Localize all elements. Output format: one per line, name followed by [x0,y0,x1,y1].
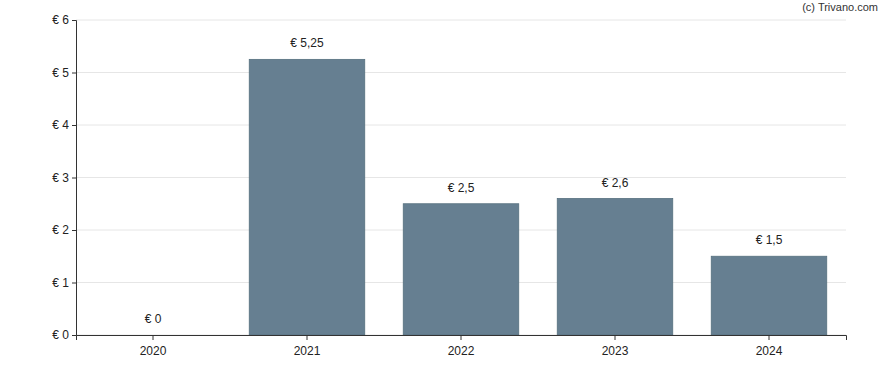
grid-line [76,20,846,21]
data-label: € 1,5 [756,233,783,247]
data-label: € 0 [145,312,162,326]
tick-label: 2023 [602,344,629,358]
tick: € 4 [52,118,76,132]
tick: € 5 [52,66,76,80]
annotation: (c) Trivano.com [802,1,878,13]
tick: 2022 [448,335,475,358]
data-label: € 2,6 [602,176,629,190]
bar [711,256,827,335]
tick: 2023 [602,335,629,358]
grid-line [76,177,846,178]
axis-line [72,21,77,336]
tick-label: € 4 [52,118,69,132]
tick-label: 2020 [140,344,167,358]
tick: € 3 [52,171,76,185]
tick-label: 2024 [756,344,783,358]
tick-label: € 2 [52,223,69,237]
y-axis: € 0 € 1 € 2 € 3 € 4 € 5 € 6 [52,13,76,342]
tick-label: 2021 [294,344,321,358]
x-axis: 2020 2021 2022 2023 2024 [77,335,847,358]
tick-mark [72,335,76,336]
bars [249,59,827,335]
tick: € 1 [52,276,76,290]
tick: € 2 [52,223,76,237]
tick-mark [72,73,76,74]
bar [249,59,365,335]
tick-mark [615,335,616,340]
tick-label: € 5 [52,66,69,80]
data-label: € 5,25 [290,36,324,50]
tick: 2024 [756,335,783,358]
tick: € 0 [52,328,76,342]
plot: € 0€ 1€ 2€ 3€ 4€ 5€ 62020202120222023202… [52,13,846,358]
tick: € 6 [52,13,76,27]
data-labels: € 0 € 5,25 € 2,5 € 2,6 € 1,5 [145,36,783,326]
tick-mark [72,178,76,179]
tick-mark [72,125,76,126]
bar [557,199,673,336]
tick-mark [307,335,308,340]
grid-line [76,125,846,126]
axis-line [77,336,847,341]
tick-label: € 3 [52,171,69,185]
tick-label: 2022 [448,344,475,358]
grid-line [76,72,846,73]
tick: 2020 [140,335,167,358]
tick-mark [461,335,462,340]
bar [95,335,211,336]
bar [403,204,519,335]
tick-mark [72,283,76,284]
tick-mark [72,230,76,231]
data-label: € 2,5 [448,181,475,195]
tick-label: € 1 [52,276,69,290]
tick-mark [72,20,76,21]
tick-mark [769,335,770,340]
tick-label: € 6 [52,13,69,27]
grid [76,20,846,335]
tick-label: € 0 [52,328,69,342]
tick-mark [153,335,154,340]
chart: € 0€ 1€ 2€ 3€ 4€ 5€ 62020202120222023202… [0,0,888,370]
tick: 2021 [294,335,321,358]
